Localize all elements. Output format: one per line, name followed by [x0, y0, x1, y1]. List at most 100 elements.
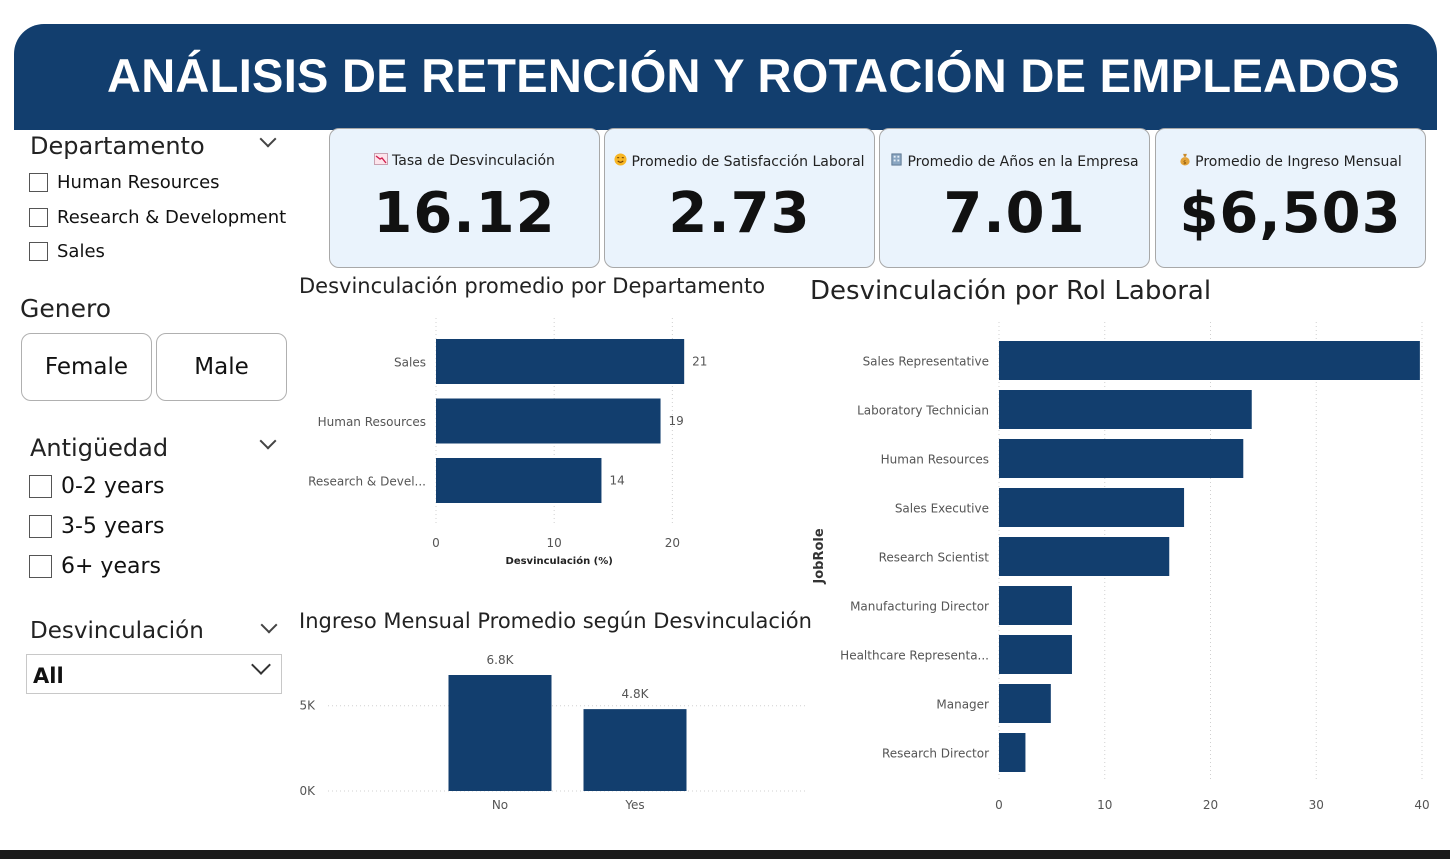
kpi-label: $ Promedio de Ingreso Mensual: [1156, 153, 1425, 170]
chevron-down-icon[interactable]: [259, 432, 277, 450]
category-label: Yes: [624, 798, 644, 812]
checkbox-item-research-development[interactable]: Research & Development: [29, 207, 286, 228]
bar: [999, 537, 1170, 576]
checkbox[interactable]: [29, 515, 52, 538]
bar: [999, 341, 1420, 380]
category-label: Human Resources: [881, 453, 989, 467]
x-tick-label: 40: [1414, 798, 1429, 812]
x-tick-label: 20: [1203, 798, 1218, 812]
kpi-label: Promedio de Años en la Empresa: [880, 153, 1149, 170]
chart-title-departamento: Desvinculación promedio por Departamento: [299, 274, 766, 298]
checkbox[interactable]: [29, 242, 48, 261]
category-label: Manufacturing Director: [850, 600, 989, 614]
building-icon: [890, 153, 903, 169]
bottom-bar: [0, 850, 1450, 859]
bar: [436, 458, 602, 503]
checkbox[interactable]: [29, 208, 48, 227]
checkbox-item-6-plus-years[interactable]: 6+ years: [29, 554, 161, 579]
slicer-title-antiguedad: Antigüedad: [30, 434, 169, 462]
bar: [448, 675, 552, 791]
kpi-label-text: Tasa de Desvinculación: [392, 153, 555, 169]
kpi-label-text: Promedio de Satisfacción Laboral: [631, 154, 865, 170]
checkbox-label: Human Resources: [57, 172, 220, 193]
page-title: ANÁLISIS DE RETENCIÓN Y ROTACIÓN DE EMPL…: [106, 49, 1401, 102]
money-bag-icon: $: [1179, 153, 1191, 169]
checkbox[interactable]: [29, 173, 48, 192]
kpi-card-satisfaccion: Promedio de Satisfacción Laboral 2.73: [604, 128, 875, 268]
bar: [999, 390, 1252, 429]
data-label: 14: [609, 474, 624, 488]
checkbox-label: Research & Development: [57, 207, 287, 228]
header-banner: ANÁLISIS DE RETENCIÓN Y ROTACIÓN DE EMPL…: [14, 24, 1437, 130]
checkbox-label: 0-2 years: [61, 474, 165, 499]
svg-text:$: $: [1183, 160, 1187, 166]
dropdown-selected-value: All: [33, 664, 64, 688]
kpi-value: 16.12: [373, 181, 556, 246]
checkbox-label: 3-5 years: [61, 514, 165, 539]
kpi-card-ingreso-mensual: $ Promedio de Ingreso Mensual $6,503: [1155, 128, 1426, 268]
slicer-title-genero: Genero: [20, 294, 112, 323]
checkbox-label: Sales: [57, 241, 105, 262]
kpi-value: $6,503: [1179, 181, 1402, 246]
chevron-down-icon[interactable]: [259, 130, 277, 148]
kpi-label-text: Promedio de Ingreso Mensual: [1195, 154, 1402, 170]
slicer-title-departamento: Departamento: [30, 132, 205, 160]
x-tick-label: 20: [665, 536, 680, 550]
kpi-label-text: Promedio de Años en la Empresa: [907, 154, 1139, 170]
chart-title-rol-laboral: Desvinculación por Rol Laboral: [810, 276, 1212, 306]
checkbox[interactable]: [29, 475, 52, 498]
x-tick-label: 10: [547, 536, 562, 550]
bar: [436, 339, 685, 384]
bar: [999, 733, 1026, 772]
bar-chart-rol-laboral: 0 10 20 30 40 Sales Representative Laboratory …: [812, 322, 1430, 812]
chart-title-ingreso: Ingreso Mensual Promedio según Desvincul…: [299, 609, 812, 633]
kpi-value: 7.01: [943, 181, 1086, 246]
bar: [999, 684, 1051, 723]
kpi-card-tasa-desvinculacion: Tasa de Desvinculación 16.12: [329, 128, 600, 268]
data-label: 21: [692, 355, 707, 369]
kpi-value: 2.73: [668, 181, 811, 246]
kpi-label: Tasa de Desvinculación: [330, 153, 599, 169]
smile-icon: [614, 153, 627, 169]
checkbox[interactable]: [29, 555, 52, 578]
category-label: Healthcare Representa...: [840, 649, 989, 663]
chevron-down-icon[interactable]: [260, 616, 278, 634]
kpi-label: Promedio de Satisfacción Laboral: [605, 153, 874, 170]
category-label: Sales Executive: [895, 502, 989, 516]
gender-button-male[interactable]: Male: [156, 333, 287, 401]
y-tick-label: 5K: [299, 699, 316, 713]
category-label: Research Director: [882, 747, 989, 761]
checkbox-label: 6+ years: [61, 554, 161, 579]
slicer-title-desvinculacion: Desvinculación: [30, 618, 204, 644]
chart-down-icon: [374, 153, 389, 168]
y-tick-label: 0K: [299, 784, 316, 798]
category-label: Laboratory Technician: [857, 404, 989, 418]
checkbox-item-sales[interactable]: Sales: [29, 241, 105, 262]
x-tick-label: 30: [1309, 798, 1324, 812]
checkbox-item-0-2-years[interactable]: 0-2 years: [29, 474, 164, 499]
x-tick-label: 0: [432, 536, 440, 550]
category-label: Sales Representative: [863, 355, 989, 369]
bar: [999, 635, 1072, 674]
bar: [999, 439, 1244, 478]
bar-chart-ingreso: 0K 5K 6.8K No 4.8K Yes: [299, 653, 805, 812]
checkbox-item-human-resources[interactable]: Human Resources: [29, 172, 220, 193]
data-label: 6.8K: [487, 653, 515, 667]
bar-chart-departamento: 0 10 20 Sales 21 Human Resources 19 Research & …: [308, 318, 707, 567]
category-label: Human Resources: [318, 415, 426, 429]
category-label: Manager: [936, 698, 989, 712]
desvinculacion-dropdown[interactable]: All: [26, 654, 282, 694]
bar: [583, 709, 687, 791]
bar: [999, 488, 1185, 527]
x-axis-title: Desvinculación (%): [506, 555, 613, 567]
checkbox-item-3-5-years[interactable]: 3-5 years: [29, 514, 164, 539]
x-tick-label: 0: [995, 798, 1003, 812]
bar: [999, 586, 1072, 625]
y-axis-title: JobRole: [812, 528, 827, 584]
category-label: Research Scientist: [879, 551, 990, 565]
data-label: 19: [669, 414, 684, 428]
bar: [436, 398, 661, 444]
x-tick-label: 10: [1097, 798, 1112, 812]
category-label: Sales: [394, 356, 426, 370]
gender-button-female[interactable]: Female: [21, 333, 152, 401]
